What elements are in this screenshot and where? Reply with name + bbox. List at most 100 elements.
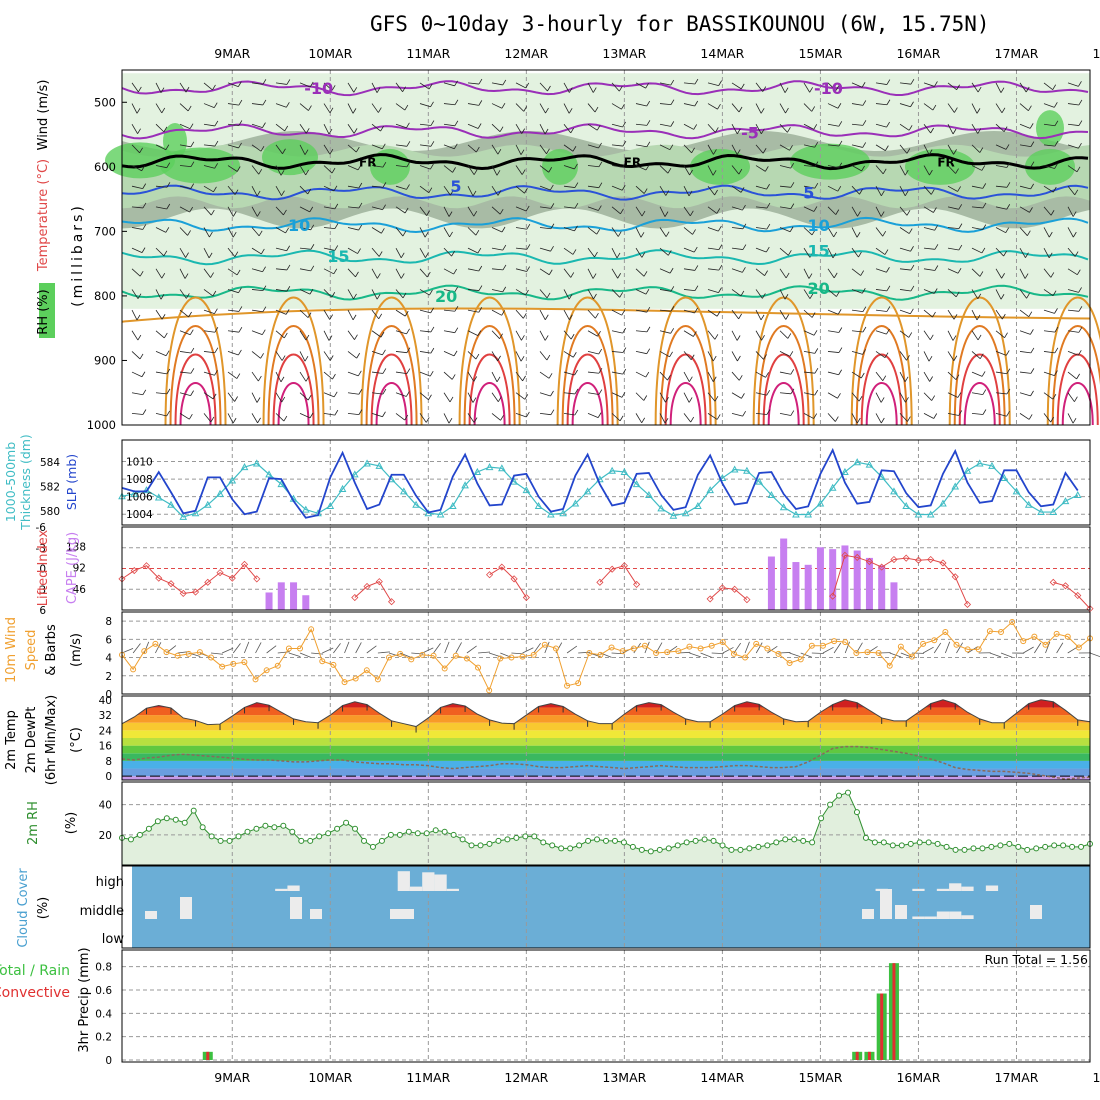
wind-barb-feather xyxy=(550,203,555,209)
wind-barb xyxy=(539,206,551,209)
wind-barb xyxy=(995,268,1002,279)
wind-barb xyxy=(251,144,262,152)
wind-barb xyxy=(947,268,959,274)
wind-barb-feather xyxy=(619,415,624,422)
wind-barb-feather xyxy=(142,389,147,395)
wind-barb xyxy=(491,268,503,271)
cloud-bar-middle xyxy=(862,909,874,919)
thickness-point xyxy=(718,473,727,482)
wind-barb xyxy=(419,227,426,238)
wind-barb-feather xyxy=(619,292,624,298)
wind-barb xyxy=(179,309,189,318)
wind-speed-point xyxy=(641,642,648,649)
wind-barb xyxy=(707,247,719,251)
wind-barb xyxy=(779,330,789,339)
wind-speed-point xyxy=(742,654,749,661)
rh-point xyxy=(871,839,878,846)
wind-barb-feather xyxy=(1030,329,1034,335)
wind-barb xyxy=(539,247,551,252)
wind-barb xyxy=(731,351,738,362)
rh-point xyxy=(127,836,134,843)
isotherm-label: -10 xyxy=(814,79,843,98)
wind-speed-point xyxy=(730,650,737,657)
wind-barb-feather xyxy=(691,147,695,154)
wind-barb xyxy=(755,309,762,321)
wind-barb xyxy=(635,289,647,295)
wind-barb xyxy=(275,413,285,422)
wind-barb xyxy=(899,206,908,216)
wind-barb-feather xyxy=(736,128,741,135)
wind-barb xyxy=(731,392,742,399)
wind-barb xyxy=(515,413,527,418)
li-tick: 6 xyxy=(39,605,46,617)
wind-barb xyxy=(851,289,863,294)
wind-barb-feather xyxy=(309,81,314,88)
wind-barb xyxy=(467,351,477,360)
wind-barb xyxy=(131,351,141,360)
rh-point xyxy=(620,839,627,846)
wind-barb xyxy=(251,103,263,106)
wind-tick: 8 xyxy=(105,616,112,628)
wind-barb-feather xyxy=(958,223,963,229)
wind-barb xyxy=(995,247,1004,257)
rh-point xyxy=(576,842,583,849)
thickness-point xyxy=(767,491,776,499)
cloud-bar xyxy=(446,888,459,891)
wind-barb xyxy=(971,289,979,300)
wind-barb-feather xyxy=(862,142,867,148)
ylabel-rh-units: (%) xyxy=(64,812,79,835)
rh-point xyxy=(988,843,995,850)
wind-barb-feather xyxy=(357,164,362,171)
wind-barb-feather xyxy=(981,371,986,377)
precip-convective-bar xyxy=(892,963,896,1060)
wind-barb xyxy=(491,206,501,215)
wind-barb xyxy=(155,247,165,257)
wind-barb-feather xyxy=(525,289,529,296)
wind-barb xyxy=(299,392,309,401)
wind-speed-point xyxy=(475,664,482,671)
wind-barb-feather xyxy=(880,417,885,424)
wind-barb xyxy=(515,351,522,362)
wind-barb xyxy=(251,82,263,85)
wind-barb xyxy=(707,309,718,317)
wind-barb xyxy=(611,165,623,168)
wind-barb-feather xyxy=(690,416,695,423)
wind-barb xyxy=(323,227,335,229)
wind-barb xyxy=(515,371,523,382)
wind-barb-feather xyxy=(353,87,358,93)
wind-barb-feather xyxy=(406,141,411,147)
wind-barb xyxy=(731,82,742,90)
wind-barb xyxy=(707,330,716,340)
wind-barb xyxy=(923,123,931,134)
wind-barb xyxy=(251,289,263,292)
wind-barb xyxy=(899,227,910,234)
wind-barb-feather xyxy=(669,267,674,274)
wind-barb-feather xyxy=(646,141,651,147)
wind-barb-10m xyxy=(277,651,290,654)
wind-speed-point xyxy=(908,653,915,660)
rh-point xyxy=(450,831,457,838)
cloud-bar-middle xyxy=(895,905,907,919)
wind-barb xyxy=(347,165,359,171)
wind-barb xyxy=(803,247,811,258)
wind-barb xyxy=(755,268,765,276)
wind-barb-feather xyxy=(861,82,866,88)
wind-barb xyxy=(179,206,190,213)
wind-barb xyxy=(827,413,836,422)
ylabel-slp: SLP (mb) xyxy=(64,454,79,510)
wind-barb xyxy=(563,103,570,114)
wind-barb-feather xyxy=(646,100,651,107)
cloud-bar-middle xyxy=(402,909,414,919)
wind-barb-feather xyxy=(593,293,597,300)
warm-contour xyxy=(1051,325,1100,426)
wind-barb xyxy=(851,371,862,379)
cloud-bar-middle xyxy=(310,909,322,919)
wind-barb-feather xyxy=(910,101,914,107)
wind-barb-feather xyxy=(670,328,675,334)
wind-barb-feather xyxy=(645,82,650,89)
wind-barb-feather xyxy=(1072,417,1077,424)
thickness-point xyxy=(1049,508,1058,516)
wind-barb-feather xyxy=(209,231,213,238)
wind-speed-point xyxy=(831,638,838,645)
thickness-point xyxy=(326,501,335,509)
